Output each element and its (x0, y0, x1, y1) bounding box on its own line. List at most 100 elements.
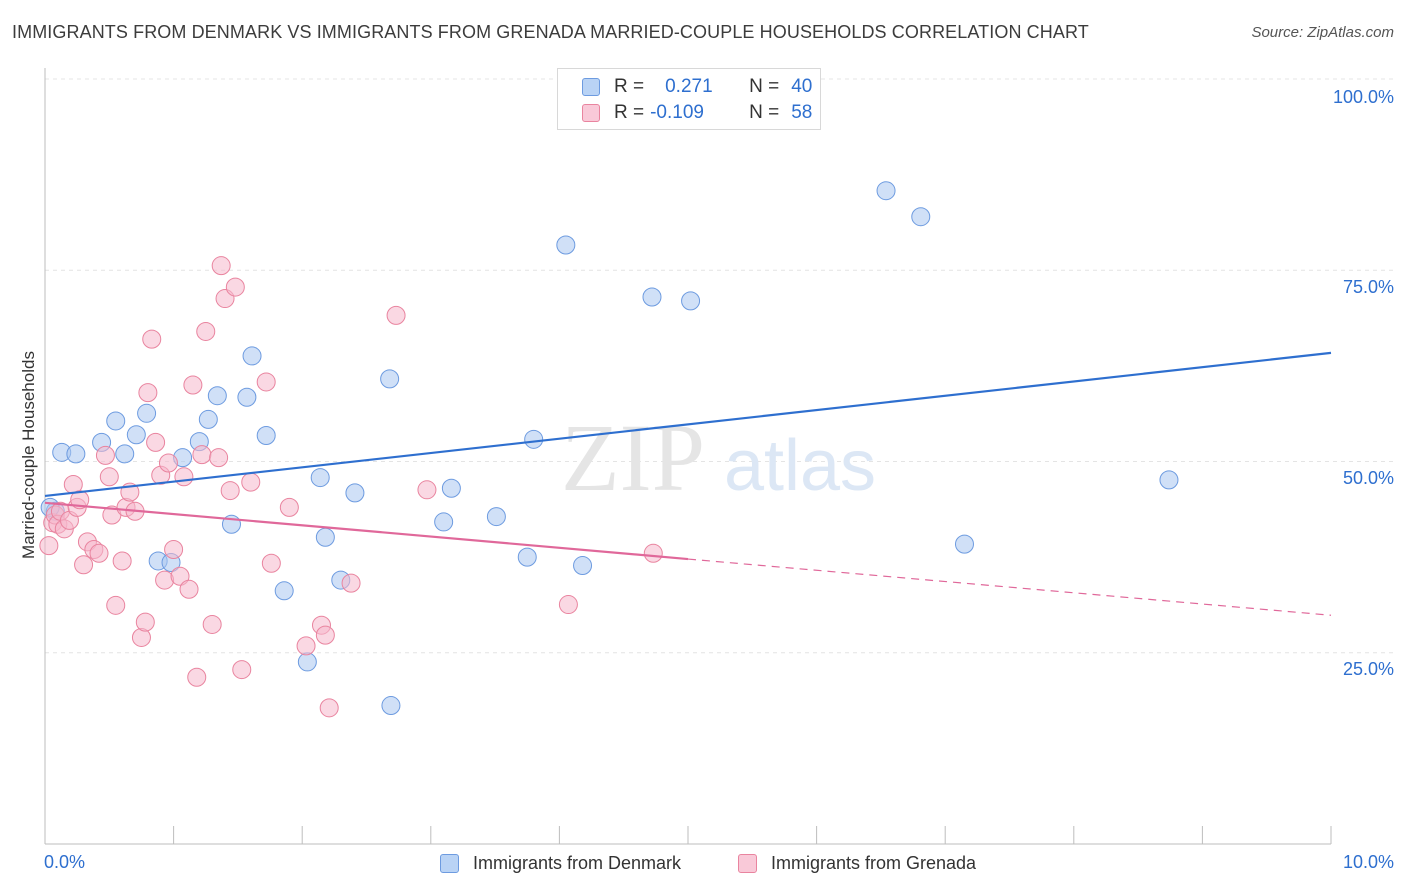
denmark-point (524, 429, 544, 449)
legend-n-value: 40 (791, 76, 813, 97)
grenada-point (417, 480, 437, 500)
legend-row-denmark: R = 0.271 N = 40 (582, 76, 812, 98)
denmark-point (517, 547, 537, 567)
chart-title: IMMIGRANTS FROM DENMARK VS IMMIGRANTS FR… (12, 22, 1089, 42)
grenada-point (209, 448, 229, 468)
grenada-point (558, 595, 578, 615)
legend-n-value: 58 (791, 102, 813, 123)
grenada-point (225, 277, 245, 297)
grenada-point (158, 453, 178, 473)
grenada-point (39, 536, 59, 556)
denmark-point (66, 444, 86, 464)
grenada-point (135, 612, 155, 632)
denmark-point (310, 468, 330, 488)
denmark-point (486, 507, 506, 527)
watermark-zip: ZIP (561, 404, 705, 511)
grenada-point (106, 595, 126, 615)
grenada-point (202, 614, 222, 634)
denmark-trend-line (44, 351, 1332, 498)
grenada-point (142, 329, 162, 349)
grenada-point (112, 551, 132, 571)
grenada-point (386, 305, 406, 325)
grenada-swatch (738, 854, 757, 873)
grenada-trend-line (44, 501, 689, 561)
denmark-point (207, 386, 227, 406)
denmark-point (573, 556, 593, 576)
bottom-legend-label: Immigrants from Denmark (473, 853, 682, 873)
grenada-point (232, 660, 252, 680)
legend-n-label: N = (749, 76, 780, 97)
grenada-point (261, 553, 281, 573)
grenada-point (296, 636, 316, 656)
denmark-point (1159, 470, 1179, 490)
denmark-point (274, 581, 294, 601)
bottom-legend-label: Immigrants from Grenada (771, 853, 977, 873)
grenada-point (146, 432, 166, 452)
grenada-point (174, 467, 194, 487)
denmark-swatch (582, 78, 600, 96)
watermark-atlas: atlas (724, 426, 876, 506)
grenada-point (220, 481, 240, 501)
grenada-point (187, 667, 207, 687)
denmark-point (681, 291, 701, 311)
grenada-point (99, 467, 119, 487)
denmark-point (115, 444, 135, 464)
denmark-point (242, 346, 262, 366)
legend-r-label: R = (614, 76, 645, 97)
grenada-point (341, 573, 361, 593)
legend-row-grenada: R = -0.109 N = 58 (582, 102, 812, 124)
denmark-point (297, 652, 317, 672)
denmark-point (911, 207, 931, 227)
grenada-point (89, 543, 109, 563)
grenada-point (211, 256, 231, 276)
grenada-point (241, 472, 261, 492)
legend-r-value: -0.109 (650, 102, 704, 123)
denmark-point (106, 411, 126, 431)
grenada-point (315, 625, 335, 645)
denmark-point (345, 483, 365, 503)
legend-r-value: 0.271 (665, 76, 713, 97)
denmark-point (876, 181, 896, 201)
denmark-point (137, 403, 157, 423)
grenada-point (279, 497, 299, 517)
grenada-point (179, 579, 199, 599)
legend-n-label: N = (749, 102, 780, 123)
denmark-point (380, 369, 400, 389)
grenada-point (70, 490, 90, 510)
grenada-point (95, 445, 115, 465)
denmark-swatch (440, 854, 459, 873)
y-tick-label-75: 75.0% (1342, 277, 1394, 297)
grenada-point (138, 383, 158, 403)
grenada-trend-extension (687, 558, 1332, 616)
denmark-point (556, 235, 576, 255)
y-tick-label-100: 100.0% (1332, 87, 1394, 107)
grenada-point (643, 543, 663, 563)
legend-r-label: R = (614, 102, 645, 123)
grenada-point (183, 375, 203, 395)
x-tick-label-min: 0.0% (44, 852, 86, 872)
bottom-legend-denmark: Immigrants from Denmark (440, 853, 681, 874)
denmark-point (434, 512, 454, 532)
y-tick-label-50: 50.0% (1342, 468, 1394, 488)
denmark-point (198, 409, 218, 429)
grenada-point (164, 539, 184, 559)
denmark-point (954, 534, 974, 554)
y-tick-label-25: 25.0% (1342, 659, 1394, 679)
grenada-point (256, 372, 276, 392)
grenada-swatch (582, 104, 600, 122)
denmark-point (315, 527, 335, 547)
grenada-point (74, 555, 94, 575)
denmark-point (256, 425, 276, 445)
grenada-point (170, 566, 190, 586)
grenada-point (319, 698, 339, 718)
x-tick-label-max: 10.0% (1342, 852, 1394, 872)
grenada-point (196, 321, 216, 341)
denmark-point (381, 696, 401, 716)
source-credit: Source: ZipAtlas.com (1251, 24, 1394, 41)
denmark-point (642, 287, 662, 307)
denmark-point (126, 425, 146, 445)
grenada-point (192, 445, 212, 465)
bottom-legend-grenada: Immigrants from Grenada (738, 853, 976, 874)
denmark-point (441, 478, 461, 498)
